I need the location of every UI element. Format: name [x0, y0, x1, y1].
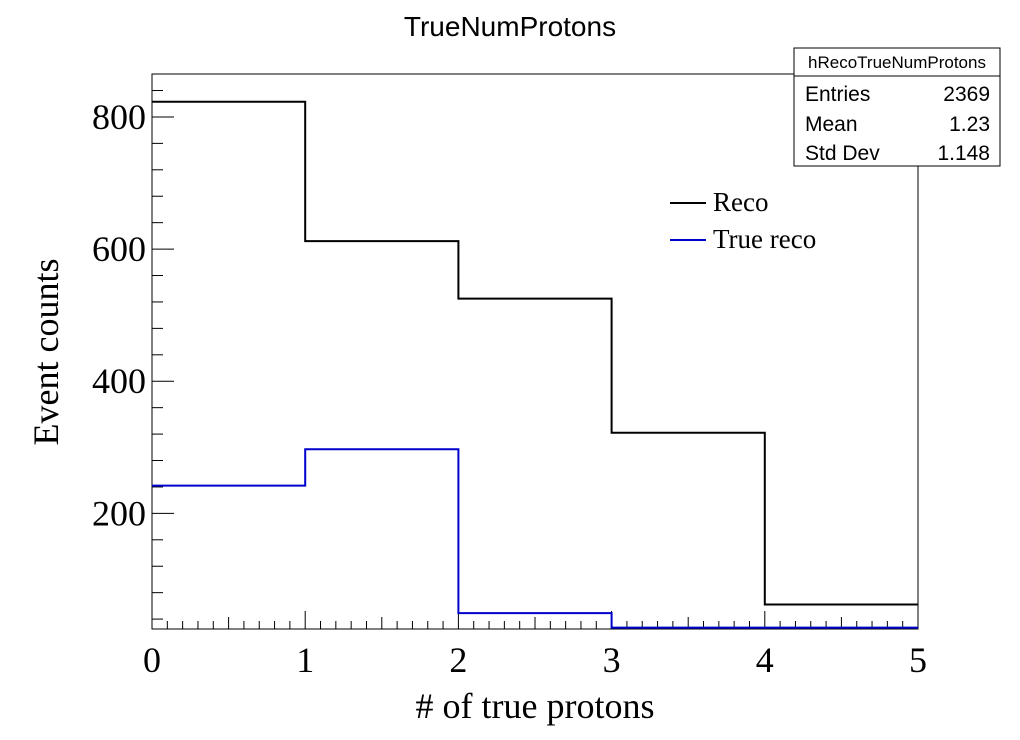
stats-stddev-label: Std Dev [805, 142, 880, 165]
stats-box: hRecoTrueNumProtons Entries 2369 Mean 1.… [793, 47, 1001, 167]
legend-label-true-reco: True reco [713, 224, 816, 254]
stats-box-frame [793, 47, 1001, 167]
x-axis-label: # of true protons [416, 686, 655, 726]
legend-label-reco: Reco [713, 187, 768, 217]
x-tick-label: 2 [449, 640, 467, 680]
stats-box-title: hRecoTrueNumProtons [808, 53, 986, 72]
series-line-reco [152, 100, 918, 606]
series-line-true-reco [152, 448, 918, 629]
y-axis-label: Event counts [26, 259, 66, 446]
stats-entries-value: 2369 [943, 83, 990, 106]
stats-stddev-value: 1.148 [937, 142, 990, 165]
y-tick-label: 400 [92, 361, 146, 401]
series-lines [152, 100, 918, 629]
chart-title: TrueNumProtons [404, 11, 616, 42]
x-tick-label: 3 [603, 640, 621, 680]
stats-entries-label: Entries [805, 83, 870, 106]
axis-ticks: 200 400 600 800 0 1 2 3 4 5 [92, 90, 927, 680]
x-tick-label: 5 [909, 640, 927, 680]
y-tick-label: 800 [92, 97, 146, 137]
y-tick-label: 200 [92, 493, 146, 533]
x-tick-label: 1 [296, 640, 314, 680]
legend: Reco True reco [670, 187, 816, 254]
y-tick-label: 600 [92, 229, 146, 269]
stats-mean-value: 1.23 [949, 113, 990, 136]
x-tick-label: 0 [143, 640, 161, 680]
x-tick-label: 4 [756, 640, 774, 680]
stats-mean-label: Mean [805, 113, 858, 136]
